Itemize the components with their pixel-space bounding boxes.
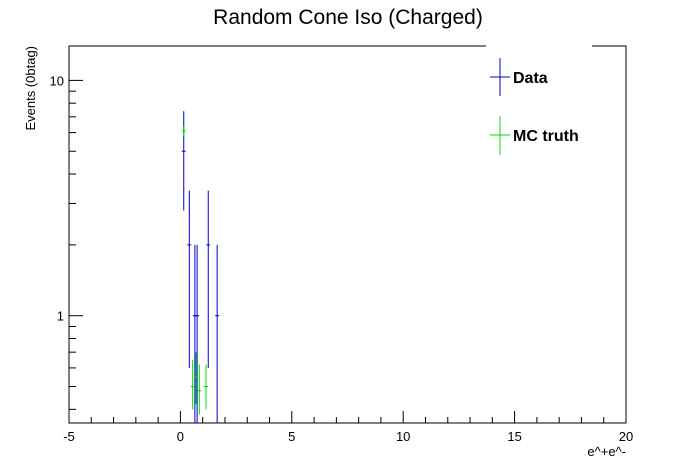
x-tick-label: 0 bbox=[177, 429, 184, 444]
data-point bbox=[187, 190, 192, 368]
x-tick-label: 5 bbox=[288, 429, 295, 444]
mc-point bbox=[197, 364, 202, 415]
x-tick-label: 20 bbox=[619, 429, 633, 444]
data-point bbox=[215, 244, 220, 423]
mc-point bbox=[193, 352, 198, 405]
x-axis: -5 0 5 10 15 20 bbox=[63, 411, 633, 444]
legend: Data MC truth bbox=[486, 44, 592, 172]
mc-point bbox=[190, 359, 195, 410]
legend-mc-label: MC truth bbox=[513, 128, 579, 145]
x-tick-label: 10 bbox=[396, 429, 410, 444]
y-axis: 1 10 bbox=[50, 73, 83, 410]
mc-point bbox=[204, 364, 209, 410]
y-axis-label: Events (0btag) bbox=[23, 46, 38, 131]
y-tick-label: 1 bbox=[57, 309, 64, 324]
y-tick-label: 10 bbox=[50, 73, 64, 88]
chart-marks bbox=[181, 111, 220, 423]
x-tick-label: 15 bbox=[507, 429, 521, 444]
data-point bbox=[206, 190, 211, 368]
chart-title: Random Cone Iso (Charged) bbox=[213, 6, 483, 29]
x-tick-label: -5 bbox=[63, 429, 75, 444]
plot-frame bbox=[68, 45, 627, 424]
legend-data-label: Data bbox=[513, 70, 548, 87]
data-point bbox=[195, 244, 200, 423]
mc-point bbox=[181, 125, 186, 137]
x-axis-label: e^+e^- bbox=[587, 444, 626, 459]
legend-box bbox=[486, 44, 592, 172]
